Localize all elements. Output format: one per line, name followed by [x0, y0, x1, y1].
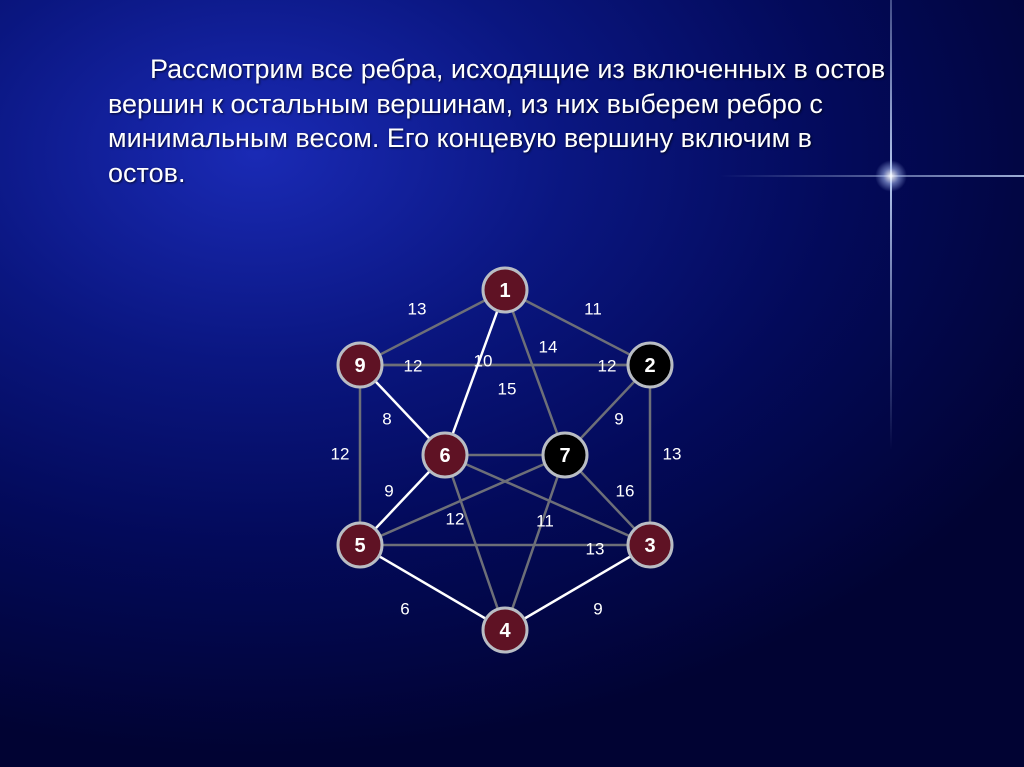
- graph-container: 1311121210141581291391211161369 12345967: [285, 260, 725, 680]
- edge-7-4: [505, 455, 565, 630]
- node-5: 5: [338, 523, 382, 567]
- edge-weight-1-6: 10: [474, 351, 493, 370]
- edge-weight-7-3: 16: [616, 481, 635, 500]
- slide-description: Рассмотрим все ребра, исходящие из включ…: [108, 52, 888, 190]
- edges-layer: [360, 290, 650, 630]
- edge-weight-7-4: 11: [536, 511, 554, 530]
- edge-weight-1-2: 11: [584, 299, 602, 318]
- edge-weight-9-5: 12: [331, 444, 350, 463]
- edge-1-7: [505, 290, 565, 455]
- edge-weight-1-7: 14: [539, 337, 558, 356]
- edge-weight-5-4: 6: [400, 599, 409, 618]
- edge-4-3: [505, 545, 650, 630]
- node-4: 4: [483, 608, 527, 652]
- edge-weight-9-6: 8: [382, 409, 391, 428]
- node-label-7: 7: [559, 445, 570, 467]
- edge-5-4: [360, 545, 505, 630]
- node-label-6: 6: [439, 445, 450, 467]
- flare-ray-vertical: [890, 0, 892, 450]
- node-label-4: 4: [499, 620, 511, 642]
- edge-6-4: [445, 455, 505, 630]
- edge-weight-6-7: 15: [498, 379, 517, 398]
- node-label-2: 2: [644, 355, 655, 377]
- node-3: 3: [628, 523, 672, 567]
- node-7: 7: [543, 433, 587, 477]
- nodes-layer: 12345967: [338, 268, 672, 652]
- node-label-1: 1: [499, 280, 510, 302]
- edge-weight-2-3: 13: [663, 444, 682, 463]
- node-6: 6: [423, 433, 467, 477]
- slide: Рассмотрим все ребра, исходящие из включ…: [0, 0, 1024, 767]
- graph-svg: 1311121210141581291391211161369 12345967: [285, 260, 725, 680]
- edge-1-2: [505, 290, 650, 365]
- node-1: 1: [483, 268, 527, 312]
- node-9: 9: [338, 343, 382, 387]
- edge-weight-9-2: 12: [404, 356, 423, 375]
- node-label-5: 5: [354, 535, 365, 557]
- edge-weight-2-9: 12: [598, 356, 617, 375]
- edge-weight-4-3: 9: [593, 599, 602, 618]
- edge-weight-5-3: 13: [586, 539, 605, 558]
- edge-labels-layer: 13 11 12 12 10 14 15 8 12 9 13 9 12 11 16 13 6 9: [331, 299, 682, 618]
- edge-weight-6-4: 12: [446, 509, 465, 528]
- edge-weight-1-9: 13: [408, 299, 427, 318]
- edge-1-6: [445, 290, 505, 455]
- node-2: 2: [628, 343, 672, 387]
- node-label-3: 3: [644, 535, 655, 557]
- node-label-9: 9: [354, 355, 365, 377]
- edge-weight-2-7: 9: [614, 409, 623, 428]
- edge-weight-5-6: 9: [384, 481, 393, 500]
